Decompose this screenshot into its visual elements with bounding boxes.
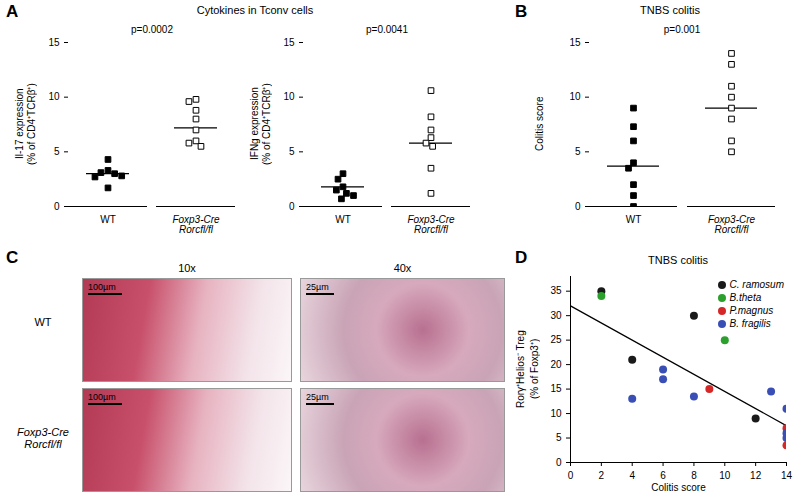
svg-text:Colitis score: Colitis score (651, 482, 706, 493)
html-text:B: B (515, 2, 528, 21)
html-text:Foxp3-Cre Rorcfl/fl: Foxp3-Cre Rorcfl/fl (17, 426, 69, 450)
svg-text:5: 5 (289, 146, 295, 157)
html-text:Il-17 expression (% of CD4⁺TCR: Il-17 expression (% of CD4⁺TCRβ⁺) (14, 83, 37, 165)
html-text:WT: WT (34, 316, 52, 328)
html-text:40x: 40x (393, 262, 412, 274)
svg-text:15: 15 (569, 37, 581, 48)
svg-text:0: 0 (54, 201, 60, 212)
svg-text:Foxp3-CreRorcfl/fl: Foxp3-CreRorcfl/fl (172, 214, 220, 235)
html-text:p=0.0002: p=0.0002 (131, 24, 173, 35)
svg-text:10: 10 (283, 91, 295, 102)
svg-text:15: 15 (283, 37, 295, 48)
html-text:100µm: 100µm (88, 282, 116, 292)
html-text:Cytokines in Tconv cells: Cytokines in Tconv cells (196, 4, 314, 16)
html-text:Colitis score: Colitis score (534, 96, 545, 152)
svg-text:5: 5 (54, 146, 60, 157)
html-text:p=0.001: p=0.001 (663, 24, 701, 35)
html-text:D: D (515, 248, 528, 267)
html-text:TNBS colitis: TNBS colitis (640, 4, 700, 16)
svg-text:15: 15 (48, 37, 60, 48)
svg-text:10: 10 (719, 470, 731, 481)
html-text:B. fragilis: B. fragilis (729, 318, 771, 329)
html-text:IFNg expression (% of CD4⁺TCRβ: IFNg expression (% of CD4⁺TCRβ⁺) (249, 83, 272, 165)
svg-text:25: 25 (550, 334, 562, 345)
svg-text:4: 4 (629, 470, 635, 481)
html-text:p=0.0041: p=0.0041 (366, 24, 408, 35)
svg-text:10: 10 (48, 91, 60, 102)
html-text:100µm: 100µm (88, 392, 116, 402)
svg-text:15: 15 (550, 383, 562, 394)
html-text:TNBS colitis: TNBS colitis (648, 254, 708, 266)
svg-text:WT: WT (335, 214, 351, 225)
html-text:A: A (6, 2, 19, 21)
svg-text:5: 5 (556, 432, 562, 443)
svg-text:0: 0 (575, 201, 581, 212)
svg-text:10: 10 (550, 408, 562, 419)
svg-text:0: 0 (556, 457, 562, 468)
svg-text:12: 12 (750, 470, 762, 481)
svg-text:8: 8 (691, 470, 697, 481)
svg-text:0: 0 (289, 201, 295, 212)
html-text:C. ramosum: C. ramosum (729, 279, 784, 290)
html-text:C: C (6, 248, 19, 267)
html-text:B.theta: B.theta (729, 292, 762, 303)
svg-text:WT: WT (626, 214, 642, 225)
svg-text:Foxp3-CreRorcfl/fl: Foxp3-CreRorcfl/fl (407, 214, 455, 235)
svg-text:30: 30 (550, 310, 562, 321)
svg-text:Foxp3-CreRorcfl/fl: Foxp3-CreRorcfl/fl (708, 214, 756, 235)
html-text:25µm: 25µm (306, 282, 329, 292)
svg-text:2: 2 (599, 470, 605, 481)
svg-text:5: 5 (575, 146, 581, 157)
html-text:Rorγ⁺Helios⁻ Treg (% of Foxp3⁺: Rorγ⁺Helios⁻ Treg (% of Foxp3⁺) (515, 330, 540, 408)
svg-text:14: 14 (781, 470, 793, 481)
html-text:25µm: 25µm (306, 392, 329, 402)
svg-text:WT: WT (100, 214, 116, 225)
svg-text:6: 6 (660, 470, 666, 481)
svg-text:0: 0 (568, 470, 574, 481)
svg-text:20: 20 (550, 359, 562, 370)
svg-text:35: 35 (550, 285, 562, 296)
html-text:P.magnus: P.magnus (729, 305, 774, 316)
html-text:10x: 10x (178, 262, 196, 274)
svg-text:10: 10 (569, 91, 581, 102)
